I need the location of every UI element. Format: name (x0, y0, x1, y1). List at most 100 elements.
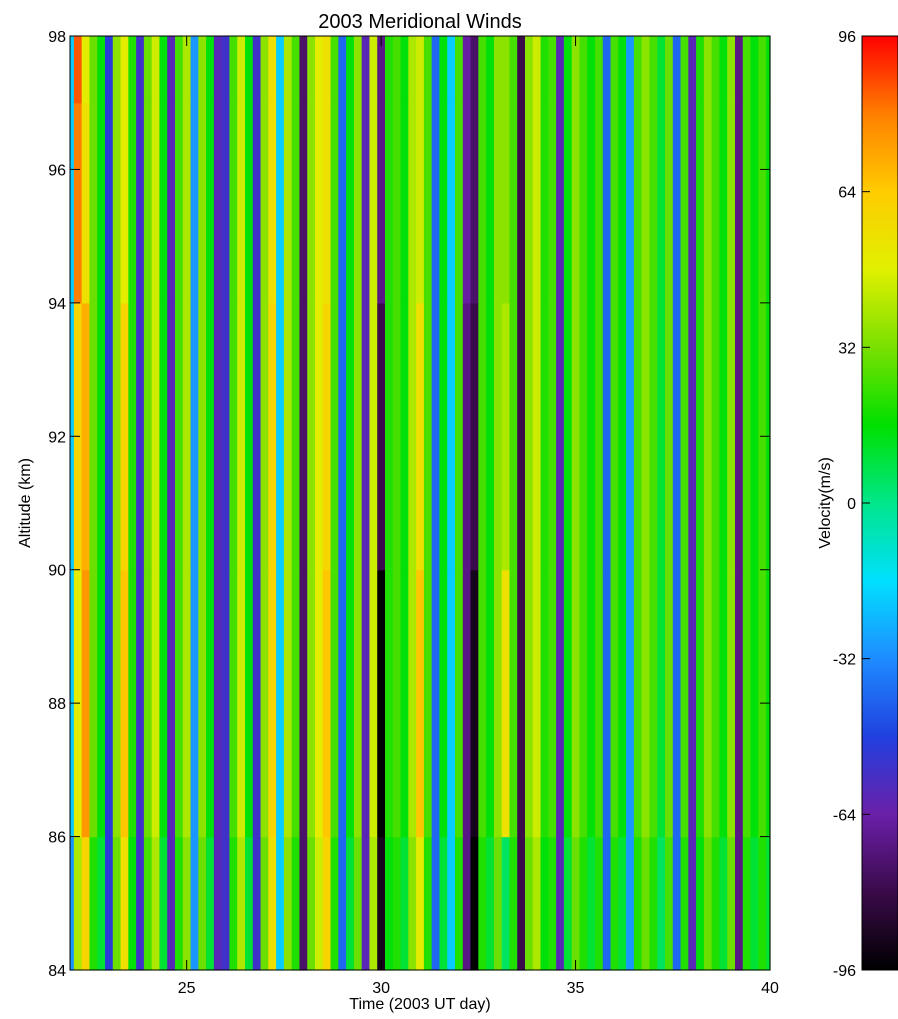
heatmap-cell (167, 102, 176, 304)
heatmap-cell (73, 36, 83, 104)
heatmap-cell (73, 836, 83, 971)
heatmap-cell (711, 836, 721, 971)
heatmap-cell (416, 836, 425, 971)
heatmap-cell (151, 302, 161, 571)
heatmap-cell (128, 302, 137, 571)
heatmap-cell (213, 36, 223, 104)
heatmap-cell (423, 569, 433, 838)
colorbar-tick-label: -32 (833, 652, 856, 669)
heatmap-cell (175, 102, 184, 304)
heatmap-cell (237, 102, 246, 304)
heatmap-cell (338, 302, 347, 571)
heatmap-cell (571, 102, 581, 304)
heatmap-cell (423, 102, 433, 304)
heatmap-cell (750, 836, 759, 971)
heatmap-cell (665, 36, 674, 104)
heatmap-cell (766, 36, 771, 104)
heatmap-cell (641, 302, 651, 571)
heatmap-cell (291, 102, 301, 304)
heatmap-cell (672, 102, 682, 304)
heatmap-cell (672, 302, 682, 571)
heatmap-cell (493, 836, 503, 971)
heatmap-cell (509, 102, 518, 304)
x-axis-label: Time (2003 UT day) (349, 996, 490, 1013)
heatmap-cell (143, 36, 153, 104)
colorbar-tick-label: 32 (838, 340, 856, 357)
heatmap-cell (486, 569, 495, 838)
heatmap-cell (353, 302, 363, 571)
heatmap-cell (540, 36, 549, 104)
heatmap-cell (711, 569, 721, 838)
heatmap-cell (633, 302, 643, 571)
heatmap-cell (431, 36, 441, 104)
heatmap-cell (595, 102, 604, 304)
heatmap-cell (128, 569, 137, 838)
heatmap-cell (501, 569, 511, 838)
heatmap-cell (136, 102, 145, 304)
heatmap-cell (649, 836, 658, 971)
heatmap-cell (377, 836, 386, 971)
heatmap-cell (649, 569, 658, 838)
y-axis-label: Altitude (km) (17, 458, 34, 548)
heatmap-cell (517, 836, 526, 971)
heatmap-cell (672, 836, 682, 971)
heatmap-cell (447, 836, 456, 971)
heatmap-cell (276, 569, 285, 838)
x-axis-ticks: 25 30 35 40 (178, 36, 779, 997)
heatmap-cell (587, 102, 596, 304)
heatmap-cell (447, 102, 456, 304)
heatmap-cell (330, 102, 339, 304)
heatmap-cell (688, 102, 697, 304)
heatmap-cell (81, 836, 91, 971)
heatmap-cell (478, 36, 487, 104)
heatmap-cell (322, 302, 332, 571)
heatmap-cell (245, 302, 254, 571)
heatmap-cell (579, 36, 588, 104)
heatmap-cell (315, 102, 324, 304)
heatmap-cell (260, 836, 269, 971)
heatmap-cell (120, 569, 129, 838)
heatmap-cell (260, 36, 269, 104)
plot-frame (69, 35, 771, 971)
heatmap-cell (97, 836, 106, 971)
heatmap-cell (595, 836, 604, 971)
heatmap-cell (315, 836, 324, 971)
heatmap-cell (175, 36, 184, 104)
heatmap-cell (696, 569, 705, 838)
heatmap-cell (665, 302, 674, 571)
heatmap-cell (665, 836, 674, 971)
heatmap-cell (766, 836, 771, 971)
heatmap-cell (260, 102, 269, 304)
heatmap-cell (587, 302, 596, 571)
heatmap-cell (742, 569, 752, 838)
heatmap-cell (431, 836, 441, 971)
heatmap-cell (229, 302, 238, 571)
heatmap-cell (136, 569, 145, 838)
heatmap-cell (369, 36, 378, 104)
heatmap-cell (470, 836, 479, 971)
heatmap-cell (680, 836, 689, 971)
heatmap-cell (143, 836, 153, 971)
heatmap-cell (128, 36, 137, 104)
heatmap-cell (548, 302, 557, 571)
heatmap-cell (206, 302, 215, 571)
heatmap-cell (268, 569, 277, 838)
heatmap-cell (657, 302, 666, 571)
heatmap-cell (470, 569, 479, 838)
heatmap-cell (175, 569, 184, 838)
heatmap-cell (392, 36, 402, 104)
heatmap-cell (509, 302, 518, 571)
heatmap-cell (97, 569, 106, 838)
heatmap-cell (563, 302, 573, 571)
heatmap-cell (587, 836, 596, 971)
heatmap-cell (470, 302, 479, 571)
heatmap-cell (556, 836, 565, 971)
heatmap-cell (719, 102, 728, 304)
heatmap-cell (237, 836, 246, 971)
heatmap-cell (478, 302, 487, 571)
heatmap-cell (688, 836, 697, 971)
heatmap-cell (540, 569, 549, 838)
heatmap-cell (517, 302, 526, 571)
heatmap-cell (579, 102, 588, 304)
heatmap-cell (361, 836, 371, 971)
